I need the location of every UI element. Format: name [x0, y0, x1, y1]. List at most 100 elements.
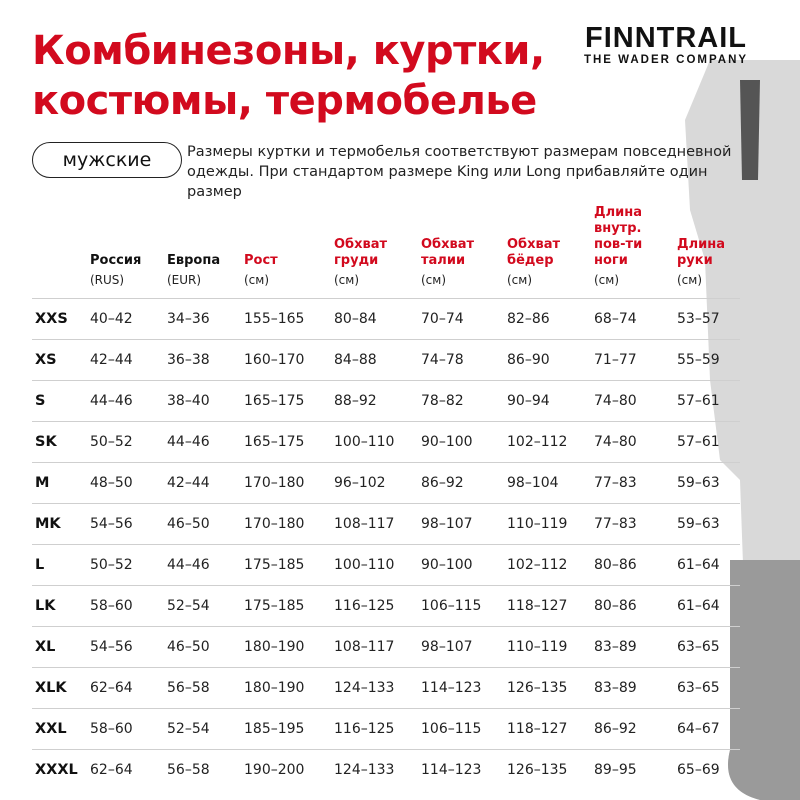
table-cell: 155–165 [244, 298, 334, 340]
table-cell: 106–115 [421, 708, 507, 750]
column-header: Обхват груди (см) [334, 205, 421, 299]
column-unit: (см) [334, 273, 360, 287]
size-label: XXS [32, 298, 90, 340]
table-cell: 90–100 [421, 544, 507, 586]
table-cell: 106–115 [421, 585, 507, 627]
table-cell: 63–65 [677, 626, 740, 668]
table-cell: 86–92 [594, 708, 677, 750]
table-cell: 96–102 [334, 462, 421, 504]
size-note: Размеры куртки и термобелья соответствую… [187, 142, 747, 202]
column-label: Длина внутр. пов-ти ноги [594, 205, 643, 268]
table-cell: 82–86 [507, 298, 594, 340]
table-cell: 48–50 [90, 462, 167, 504]
table-cell: 53–57 [677, 298, 740, 340]
table-cell: 83–89 [594, 626, 677, 668]
table-cell: 54–56 [90, 503, 167, 545]
column-label: Обхват талии [421, 237, 475, 268]
table-cell: 98–107 [421, 503, 507, 545]
table-cell: 175–185 [244, 544, 334, 586]
table-cell: 62–64 [90, 667, 167, 709]
column-header: Длина внутр. пов-ти ноги (см) [594, 205, 677, 299]
table-cell: 190–200 [244, 749, 334, 790]
table-cell: 52–54 [167, 708, 244, 750]
column-header: Европа (EUR) [167, 205, 244, 299]
table-cell: 38–40 [167, 380, 244, 422]
size-label: S [32, 380, 90, 422]
table-cell: 56–58 [167, 749, 244, 790]
table-cell: 57–61 [677, 380, 740, 422]
column-header [32, 205, 90, 299]
column-header: Длина руки (см) [677, 205, 740, 299]
column-unit: (см) [244, 273, 270, 287]
table-cell: 58–60 [90, 708, 167, 750]
brand-logo: FINNTRAIL THE WADER COMPANY [556, 22, 776, 66]
table-cell: 78–82 [421, 380, 507, 422]
table-row: XXS 40–42 34–36 155–165 80–84 70–74 82–86 68–74… [32, 298, 740, 340]
table-cell: 80–86 [594, 544, 677, 586]
table-row: XS 42–44 36–38 160–170 84–88 74–78 86–90 71–77 5… [32, 339, 740, 381]
table-cell: 50–52 [90, 544, 167, 586]
table-row: SK 50–52 44–46 165–175 100–110 90–100 102–112 7… [32, 421, 740, 463]
table-cell: 116–125 [334, 708, 421, 750]
table-cell: 100–110 [334, 544, 421, 586]
table-cell: 170–180 [244, 503, 334, 545]
column-header: Россия (RUS) [90, 205, 167, 299]
table-cell: 102–112 [507, 544, 594, 586]
size-label: XXXL [32, 749, 90, 790]
table-cell: 59–63 [677, 503, 740, 545]
table-cell: 74–78 [421, 339, 507, 381]
title-line: Комбинезоны, куртки, [32, 28, 545, 74]
table-cell: 170–180 [244, 462, 334, 504]
table-cell: 83–89 [594, 667, 677, 709]
table-cell: 44–46 [90, 380, 167, 422]
table-cell: 46–50 [167, 626, 244, 668]
table-cell: 40–42 [90, 298, 167, 340]
table-cell: 46–50 [167, 503, 244, 545]
table-cell: 124–133 [334, 667, 421, 709]
page-title: Комбинезоны, куртки, костюмы, термобелье [32, 26, 545, 126]
table-cell: 80–86 [594, 585, 677, 627]
column-unit: (RUS) [90, 273, 125, 287]
table-cell: 90–94 [507, 380, 594, 422]
table-cell: 62–64 [90, 749, 167, 790]
table-cell: 58–60 [90, 585, 167, 627]
size-label: MK [32, 503, 90, 545]
table-cell: 36–38 [167, 339, 244, 381]
table-cell: 63–65 [677, 667, 740, 709]
table-cell: 110–119 [507, 503, 594, 545]
table-row: MK 54–56 46–50 170–180 108–117 98–107 110–119 7… [32, 503, 740, 545]
size-label: XL [32, 626, 90, 668]
table-cell: 42–44 [167, 462, 244, 504]
table-cell: 44–46 [167, 544, 244, 586]
note-line: одежды. При стандартом размере King или … [187, 164, 708, 200]
table-cell: 50–52 [90, 421, 167, 463]
column-label: Европа [167, 253, 221, 268]
table-cell: 86–90 [507, 339, 594, 381]
table-row: M 48–50 42–44 170–180 96–102 86–92 98–104 77–83… [32, 462, 740, 504]
column-unit: (см) [421, 273, 447, 287]
table-cell: 114–123 [421, 667, 507, 709]
table-cell: 61–64 [677, 544, 740, 586]
column-unit: (EUR) [167, 273, 202, 287]
table-cell: 77–83 [594, 503, 677, 545]
table-cell: 180–190 [244, 667, 334, 709]
table-cell: 59–63 [677, 462, 740, 504]
column-header: Обхват талии (см) [421, 205, 507, 299]
table-cell: 71–77 [594, 339, 677, 381]
size-label: M [32, 462, 90, 504]
table-row: LK 58–60 52–54 175–185 116–125 106–115 118–127… [32, 585, 740, 627]
table-cell: 54–56 [90, 626, 167, 668]
model-figure-image [685, 60, 800, 800]
table-cell: 98–107 [421, 626, 507, 668]
column-unit: (см) [507, 273, 533, 287]
column-header: Обхват бёдер (см) [507, 205, 594, 299]
table-cell: 114–123 [421, 749, 507, 790]
table-row: XL 54–56 46–50 180–190 108–117 98–107 110–119 8… [32, 626, 740, 668]
table-cell: 165–175 [244, 421, 334, 463]
table-cell: 126–135 [507, 749, 594, 790]
column-label: Россия [90, 253, 142, 268]
table-cell: 108–117 [334, 626, 421, 668]
table-cell: 52–54 [167, 585, 244, 627]
size-label: XS [32, 339, 90, 381]
column-label: Обхват груди [334, 237, 388, 268]
